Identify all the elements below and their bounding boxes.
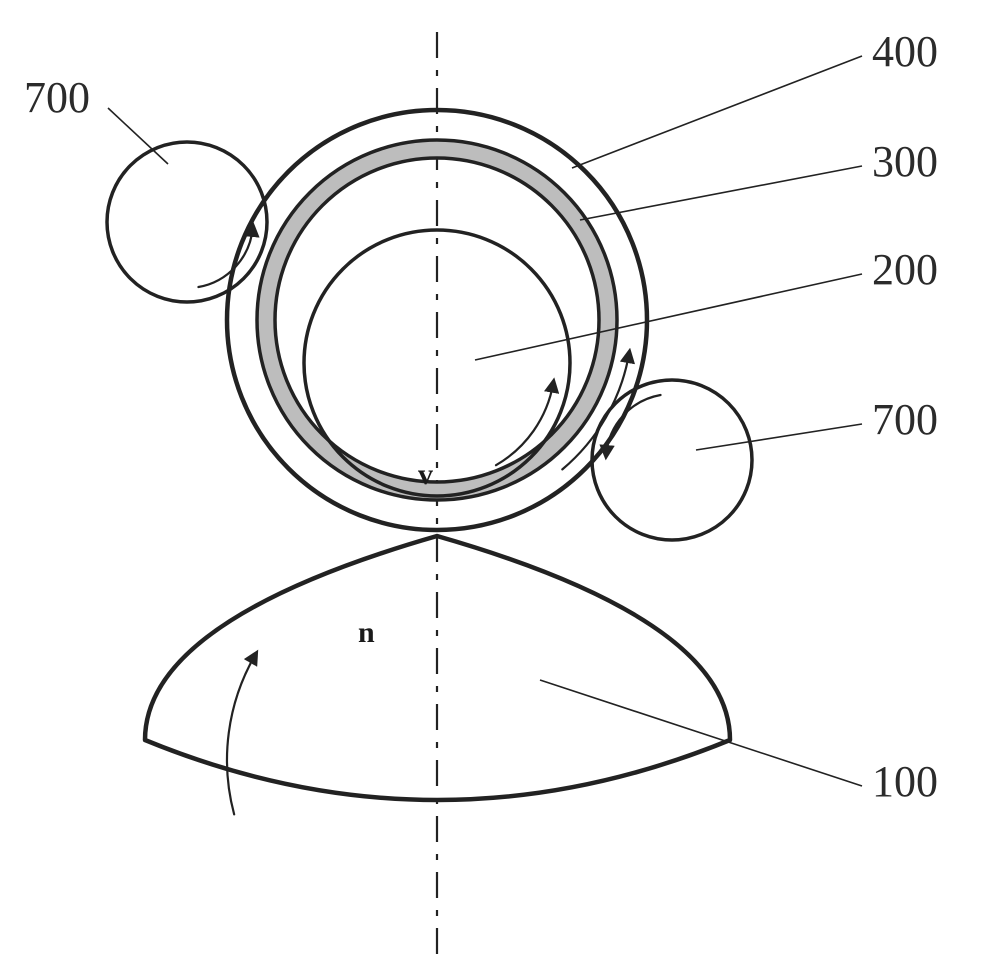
label-200: 200 bbox=[872, 248, 938, 292]
label-700-right: 700 bbox=[872, 398, 938, 442]
label-n: n bbox=[358, 618, 375, 648]
label-400: 400 bbox=[872, 30, 938, 74]
label-700-left: 700 bbox=[24, 76, 90, 120]
diagram-svg bbox=[0, 0, 1000, 972]
diagram-canvas: 400 300 200 700 700 100 v n bbox=[0, 0, 1000, 972]
label-300: 300 bbox=[872, 140, 938, 184]
label-100: 100 bbox=[872, 760, 938, 804]
label-v: v bbox=[418, 460, 433, 490]
